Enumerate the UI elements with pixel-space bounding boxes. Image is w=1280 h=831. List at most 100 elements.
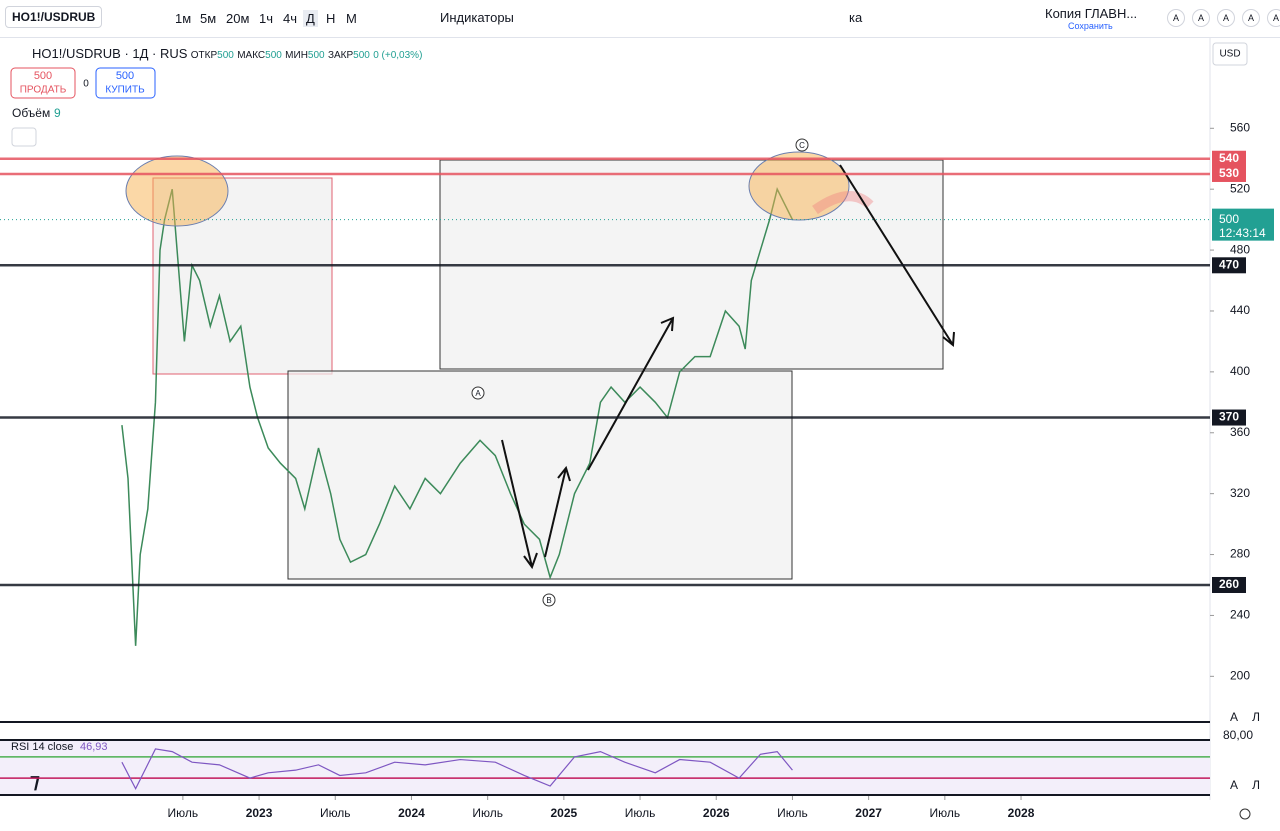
ohlc-label: ЗАКР: [328, 50, 354, 61]
pane-button[interactable]: Л: [1252, 778, 1260, 792]
buy-button[interactable]: [95, 67, 156, 99]
ohlc-value: 500: [217, 50, 234, 61]
annotation-markers: [471, 138, 809, 607]
annotation: A: [475, 389, 481, 398]
buy-label: КУПИТЬ: [105, 85, 145, 96]
x-tick-label: 2026: [703, 806, 730, 820]
currency: USD: [1219, 49, 1240, 60]
legend: HO1!/USDRUB · 1Д · RUS ОТКР500 МАКС500 М…: [32, 46, 422, 61]
y-tick-label: 520: [1230, 181, 1250, 195]
font-button[interactable]: A: [1267, 9, 1280, 27]
sell-label: ПРОДАТЬ: [20, 85, 67, 96]
level-badge: [1212, 150, 1246, 167]
toolbar: HO1!/USDRUB Индикаторы ка Копия ГЛАВН...…: [0, 0, 1280, 38]
settings-icon[interactable]: [1239, 808, 1251, 820]
font-button[interactable]: A: [1242, 9, 1260, 27]
rsi-upper-label: 80,00: [1223, 728, 1253, 742]
interval[interactable]: 4ч: [283, 11, 298, 26]
volume-value: 9: [54, 106, 61, 120]
buy-price: 500: [116, 70, 134, 82]
interval[interactable]: Д: [303, 10, 318, 27]
annotation-circle: [542, 593, 556, 607]
font-button[interactable]: A: [1217, 9, 1235, 27]
x-tick-label: Июль: [777, 806, 808, 820]
level-label: 260: [1219, 577, 1239, 591]
ohlc-value: 500: [265, 50, 282, 61]
legend-change: 0 (+0,03%): [373, 50, 422, 61]
ohlc-value: 500: [308, 50, 325, 61]
price-line: [121, 187, 794, 646]
volume-label: Объём: [12, 106, 50, 120]
drawing-label: ка: [849, 10, 863, 25]
x-tick-label: Июль: [168, 806, 199, 820]
ohlc-label: МИН: [285, 50, 308, 61]
y-tick-label: 200: [1230, 669, 1250, 683]
level-badge: [1212, 257, 1246, 274]
interval[interactable]: 1м: [175, 11, 192, 26]
legend-title: HO1!/USDRUB · 1Д · RUS: [32, 46, 188, 61]
level-badge: [1212, 165, 1246, 182]
range-box: [287, 370, 793, 580]
pane-button[interactable]: A: [1230, 710, 1238, 724]
rsi-title: RSI 14 close: [11, 741, 73, 753]
y-tick-label: 280: [1230, 547, 1250, 561]
x-tick-label: Июль: [930, 806, 961, 820]
level-badge: [1212, 409, 1246, 426]
annotation-circle: [795, 138, 809, 152]
logo: ⁊: [30, 770, 40, 792]
layout-name[interactable]: Копия ГЛАВН...: [1045, 6, 1138, 21]
currency-box[interactable]: [1212, 42, 1248, 66]
x-tick-label: Июль: [625, 806, 656, 820]
pane-button[interactable]: Л: [1252, 710, 1260, 724]
brush-stroke: [812, 191, 874, 215]
interval[interactable]: 5м: [200, 11, 217, 26]
highlight-ellipse: [125, 155, 229, 227]
collapse-button[interactable]: [11, 127, 37, 147]
font-button[interactable]: A: [1192, 9, 1210, 27]
series-layer: [121, 187, 794, 646]
level-badge: [1212, 576, 1246, 593]
rsi-value: 46,93: [80, 741, 108, 753]
symbol[interactable]: HO1!/USDRUB: [5, 6, 103, 28]
indicators-button[interactable]: Индикаторы: [440, 10, 514, 25]
x-tick-label: Июль: [320, 806, 351, 820]
level-label: 530: [1219, 166, 1239, 180]
y-tick-label: 560: [1230, 120, 1250, 134]
countdown: 12:43:14: [1219, 226, 1266, 240]
sell-button[interactable]: [10, 67, 76, 99]
highlight-ellipse: [748, 151, 850, 221]
annotation: B: [546, 596, 551, 605]
font-button[interactable]: A: [1167, 9, 1185, 27]
pane-button[interactable]: A: [1230, 778, 1238, 792]
x-tick-label: Июль: [472, 806, 503, 820]
level-label: 470: [1219, 257, 1239, 271]
annotation-circle: [471, 386, 485, 400]
y-tick-label: 240: [1230, 608, 1250, 622]
interval[interactable]: Н: [326, 11, 336, 26]
x-tick-label: 2027: [855, 806, 882, 820]
x-tick-label: 2025: [551, 806, 578, 820]
interval[interactable]: М: [346, 11, 357, 26]
spread: 0: [83, 79, 89, 90]
arrow: [544, 465, 571, 558]
y-tick-label: 360: [1230, 425, 1250, 439]
level-label: 540: [1219, 151, 1239, 165]
y-tick-label: 440: [1230, 303, 1250, 317]
rsi-background: [0, 740, 1210, 795]
save-status: Сохранить: [1068, 21, 1113, 31]
x-tick-label: 2024: [398, 806, 425, 820]
interval[interactable]: 1ч: [259, 11, 274, 26]
y-tick-label: 400: [1230, 364, 1250, 378]
last-price-badge: [1212, 208, 1274, 241]
arrow: [587, 316, 675, 471]
annotation: C: [799, 141, 805, 150]
interval[interactable]: 20м: [226, 11, 250, 26]
sell-price: 500: [34, 70, 52, 82]
arrow: [501, 439, 538, 570]
y-tick-label: 480: [1230, 242, 1250, 256]
ohlc-label: ОТКР: [191, 50, 218, 61]
rsi-line: [121, 748, 793, 791]
x-tick-label: 2028: [1008, 806, 1035, 820]
